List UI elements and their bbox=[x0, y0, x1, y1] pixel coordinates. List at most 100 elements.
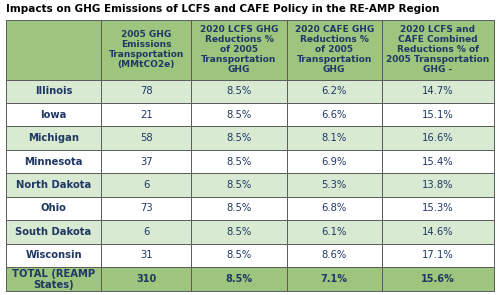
Text: 8.5%: 8.5% bbox=[226, 110, 252, 120]
Text: Minnesota: Minnesota bbox=[24, 157, 83, 167]
Bar bbox=[286, 80, 382, 103]
Text: TOTAL (REAMP
States): TOTAL (REAMP States) bbox=[12, 269, 95, 290]
Bar bbox=[6, 20, 101, 80]
Text: 21: 21 bbox=[140, 110, 152, 120]
Bar bbox=[192, 220, 286, 244]
Text: 8.5%: 8.5% bbox=[226, 204, 252, 213]
Bar bbox=[192, 20, 286, 80]
Text: 6: 6 bbox=[143, 227, 150, 237]
Bar bbox=[382, 220, 494, 244]
Text: 8.5%: 8.5% bbox=[226, 274, 252, 284]
Bar bbox=[101, 20, 192, 80]
Bar bbox=[6, 220, 101, 244]
Bar bbox=[192, 103, 286, 126]
Bar bbox=[6, 173, 101, 197]
Text: South Dakota: South Dakota bbox=[16, 227, 92, 237]
Bar bbox=[382, 197, 494, 220]
Bar bbox=[382, 103, 494, 126]
Bar bbox=[286, 197, 382, 220]
Text: 8.5%: 8.5% bbox=[226, 133, 252, 143]
Text: 5.3%: 5.3% bbox=[322, 180, 347, 190]
Bar bbox=[101, 80, 192, 103]
Bar bbox=[286, 267, 382, 291]
Bar bbox=[192, 173, 286, 197]
Text: 14.6%: 14.6% bbox=[422, 227, 454, 237]
Bar bbox=[382, 126, 494, 150]
Bar bbox=[6, 150, 101, 173]
Text: 78: 78 bbox=[140, 86, 152, 96]
Text: Illinois: Illinois bbox=[35, 86, 72, 96]
Bar bbox=[286, 20, 382, 80]
Text: 8.1%: 8.1% bbox=[322, 133, 347, 143]
Bar bbox=[101, 126, 192, 150]
Bar bbox=[101, 220, 192, 244]
Text: 310: 310 bbox=[136, 274, 156, 284]
Bar bbox=[382, 173, 494, 197]
Bar bbox=[192, 267, 286, 291]
Text: North Dakota: North Dakota bbox=[16, 180, 91, 190]
Bar bbox=[6, 126, 101, 150]
Text: 6.9%: 6.9% bbox=[322, 157, 347, 167]
Text: 2020 CAFE GHG
Reductions %
of 2005
Transportation
GHG: 2020 CAFE GHG Reductions % of 2005 Trans… bbox=[294, 25, 374, 74]
Text: 13.8%: 13.8% bbox=[422, 180, 454, 190]
Text: 58: 58 bbox=[140, 133, 152, 143]
Text: 8.5%: 8.5% bbox=[226, 86, 252, 96]
Text: 31: 31 bbox=[140, 250, 152, 260]
Text: 6.6%: 6.6% bbox=[322, 110, 347, 120]
Bar bbox=[101, 244, 192, 267]
Bar bbox=[6, 267, 101, 291]
Bar bbox=[6, 197, 101, 220]
Text: 6.1%: 6.1% bbox=[322, 227, 347, 237]
Text: 15.1%: 15.1% bbox=[422, 110, 454, 120]
Text: 8.5%: 8.5% bbox=[226, 180, 252, 190]
Bar bbox=[101, 103, 192, 126]
Bar bbox=[192, 197, 286, 220]
Text: 16.6%: 16.6% bbox=[422, 133, 454, 143]
Bar bbox=[286, 103, 382, 126]
Text: 15.4%: 15.4% bbox=[422, 157, 454, 167]
Bar bbox=[192, 80, 286, 103]
Text: 8.5%: 8.5% bbox=[226, 157, 252, 167]
Bar bbox=[6, 103, 101, 126]
Text: 14.7%: 14.7% bbox=[422, 86, 454, 96]
Bar bbox=[101, 173, 192, 197]
Text: Wisconsin: Wisconsin bbox=[26, 250, 82, 260]
Text: 6: 6 bbox=[143, 180, 150, 190]
Text: Ohio: Ohio bbox=[40, 204, 66, 213]
Bar bbox=[286, 244, 382, 267]
Bar bbox=[286, 126, 382, 150]
Text: Michigan: Michigan bbox=[28, 133, 79, 143]
Bar bbox=[6, 244, 101, 267]
Bar bbox=[286, 220, 382, 244]
Text: 8.6%: 8.6% bbox=[322, 250, 347, 260]
Bar bbox=[101, 197, 192, 220]
Bar bbox=[6, 80, 101, 103]
Bar bbox=[192, 150, 286, 173]
Text: 8.5%: 8.5% bbox=[226, 227, 252, 237]
Text: Impacts on GHG Emissions of LCFS and CAFE Policy in the RE-AMP Region: Impacts on GHG Emissions of LCFS and CAF… bbox=[6, 4, 440, 14]
Text: 73: 73 bbox=[140, 204, 152, 213]
Text: 17.1%: 17.1% bbox=[422, 250, 454, 260]
Bar bbox=[382, 244, 494, 267]
Text: 7.1%: 7.1% bbox=[320, 274, 347, 284]
Text: 2020 LCFS and
CAFE Combined
Reductions % of
2005 Transportation
GHG -: 2020 LCFS and CAFE Combined Reductions %… bbox=[386, 25, 490, 74]
Text: 15.6%: 15.6% bbox=[421, 274, 455, 284]
Text: 15.3%: 15.3% bbox=[422, 204, 454, 213]
Text: 37: 37 bbox=[140, 157, 152, 167]
Text: 6.8%: 6.8% bbox=[322, 204, 347, 213]
Text: 2005 GHG
Emissions
Transportation
(MMtCO2e): 2005 GHG Emissions Transportation (MMtCO… bbox=[108, 30, 184, 69]
Bar bbox=[192, 126, 286, 150]
Bar bbox=[382, 20, 494, 80]
Bar bbox=[286, 150, 382, 173]
Bar bbox=[101, 150, 192, 173]
Text: 8.5%: 8.5% bbox=[226, 250, 252, 260]
Text: 2020 LCFS GHG
Reductions %
of 2005
Transportation
GHG: 2020 LCFS GHG Reductions % of 2005 Trans… bbox=[200, 25, 278, 74]
Bar bbox=[192, 244, 286, 267]
Bar bbox=[382, 267, 494, 291]
Bar bbox=[101, 267, 192, 291]
Text: Iowa: Iowa bbox=[40, 110, 67, 120]
Text: 6.2%: 6.2% bbox=[322, 86, 347, 96]
Bar bbox=[382, 80, 494, 103]
Bar bbox=[286, 173, 382, 197]
Bar bbox=[382, 150, 494, 173]
